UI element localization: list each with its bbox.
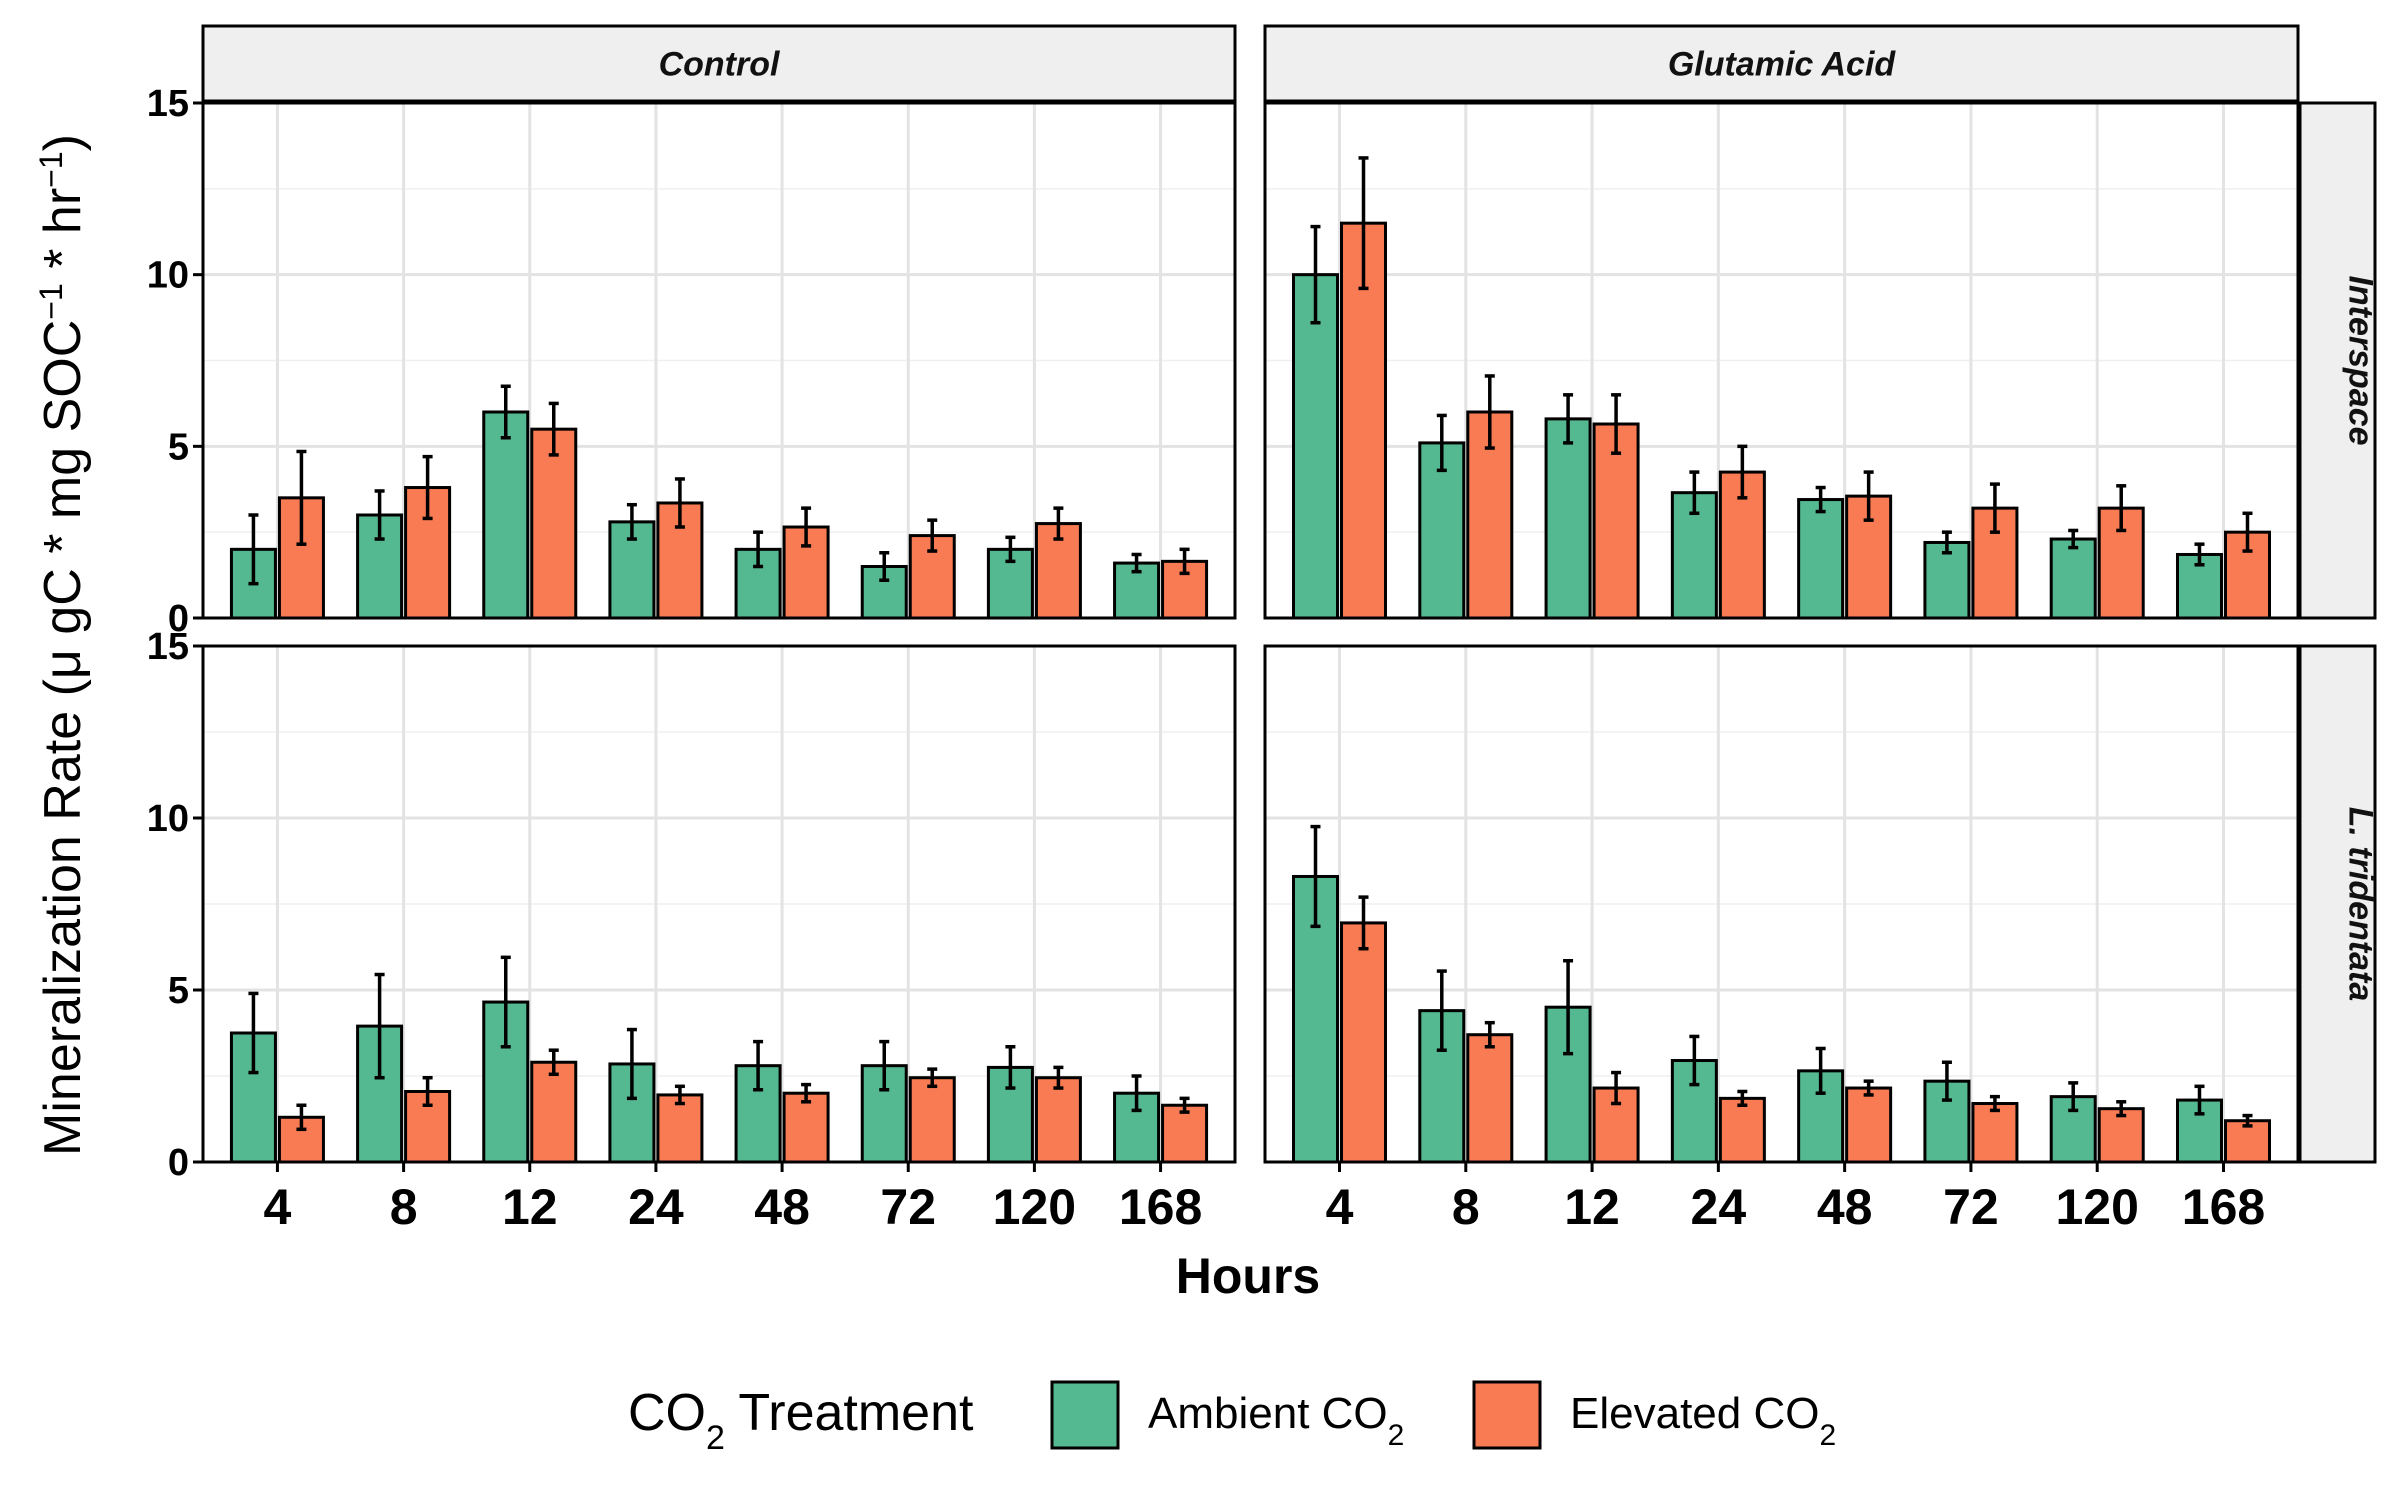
y-tick-label: 15 [147, 83, 189, 125]
y-tick-label: 0 [168, 1142, 189, 1184]
bar-ambient-12 [1544, 417, 1592, 620]
y-tick-label: 10 [147, 255, 189, 297]
bar-ambient-4 [1292, 273, 1340, 620]
bar-elevated-12 [530, 427, 578, 620]
bar-elevated-24 [1718, 1096, 1766, 1164]
x-tick-label-48: 48 [1817, 1179, 1873, 1235]
bar-elevated-120 [1034, 1076, 1082, 1164]
panels-layer [201, 101, 2300, 1164]
legend-title-pre: CO [628, 1384, 706, 1442]
bar-elevated-168 [1161, 1103, 1209, 1164]
legend-label-elevated: Elevated CO2 [1570, 1389, 1836, 1452]
x-tick-label-120: 120 [2055, 1179, 2138, 1235]
y-axis-title-sup1: −1 [33, 283, 69, 319]
strip-label-l-tridentata: L. tridentata [2342, 807, 2380, 1002]
bar-elevated-24 [656, 1093, 704, 1164]
strips-layer: Control Glutamic Acid Interspace L. trident… [201, 24, 2380, 1164]
panel-glutamic-acid-l-tridentata [1263, 644, 2300, 1164]
y-tick-label: 5 [168, 970, 189, 1012]
x-tick-label-4: 4 [264, 1179, 292, 1235]
panel-border [201, 644, 1237, 1164]
strip-control [201, 24, 1237, 103]
x-tick-label-168: 168 [2182, 1179, 2265, 1235]
y-axis-title-main: Mineralization Rate (μ gC * mg SOC [34, 320, 92, 1156]
x-tick-label-72: 72 [1943, 1179, 1999, 1235]
y-axis-title-mid: * hr [34, 188, 92, 283]
bar-ambient-12 [482, 410, 530, 620]
bar-elevated-48 [782, 1091, 830, 1164]
legend-swatch-ambient [1050, 1380, 1120, 1450]
bar-ambient-120 [2049, 537, 2097, 620]
panel-control-interspace [201, 101, 1237, 620]
legend-title: CO2 Treatment [628, 1384, 974, 1457]
panel-border [1263, 101, 2300, 620]
y-tick-label: 0 [168, 598, 189, 640]
strip-label-glutamic-acid: Glutamic Acid [1668, 46, 1897, 84]
x-tick-label-120: 120 [993, 1179, 1076, 1235]
y-tick-label: 10 [147, 798, 189, 840]
legend: CO2 Treatment Ambient CO2 Elevated CO2 [628, 1380, 1836, 1457]
strip-label-control: Control [659, 46, 781, 84]
x-tick-label-12: 12 [502, 1179, 558, 1235]
bar-elevated-48 [1845, 1086, 1893, 1164]
legend-swatch-elevated [1472, 1380, 1542, 1450]
bar-elevated-72 [1971, 1102, 2019, 1164]
bar-elevated-12 [1592, 422, 1640, 620]
panel-glutamic-acid-interspace [1263, 101, 2300, 620]
x-tick-label-24: 24 [1691, 1179, 1747, 1235]
y-axis-title-end: ) [34, 134, 92, 151]
y-axis-title-sup2: −1 [33, 151, 69, 187]
strip-l-tridentata [2298, 644, 2377, 1164]
x-axis-title: Hours [1176, 1248, 1320, 1304]
panel-border [1263, 644, 2300, 1164]
y-tick-label: 5 [168, 426, 189, 468]
legend-title-post: Treatment [725, 1384, 974, 1442]
panel-control-l-tridentata [201, 644, 1237, 1164]
bar-elevated-12 [530, 1060, 578, 1164]
x-tick-label-24: 24 [628, 1179, 684, 1235]
strip-interspace [2298, 101, 2377, 620]
legend-label-elevated-sub: 2 [1819, 1419, 1836, 1452]
bar-elevated-4 [1340, 921, 1388, 1164]
legend-label-elevated-text: Elevated CO [1570, 1389, 1819, 1438]
x-tick-label-168: 168 [1119, 1179, 1202, 1235]
y-axis-title: Mineralization Rate (μ gC * mg SOC−1 * h… [33, 134, 92, 1156]
panel-border [201, 101, 1237, 620]
x-tick-label-4: 4 [1326, 1179, 1354, 1235]
x-tick-label-12: 12 [1564, 1179, 1620, 1235]
x-tick-label-8: 8 [1452, 1179, 1480, 1235]
legend-label-ambient-text: Ambient CO [1148, 1389, 1388, 1438]
bar-elevated-168 [2223, 530, 2271, 620]
x-tick-label-8: 8 [390, 1179, 418, 1235]
bar-ambient-48 [1797, 498, 1845, 620]
strip-glutamic-acid [1263, 24, 2300, 103]
bar-elevated-8 [1466, 1033, 1514, 1164]
bar-elevated-72 [908, 1076, 956, 1164]
y-tick-label: 15 [147, 626, 189, 668]
x-tick-label-72: 72 [880, 1179, 936, 1235]
legend-title-sub: 2 [706, 1419, 725, 1457]
legend-label-ambient: Ambient CO2 [1148, 1389, 1404, 1452]
bar-elevated-4 [277, 496, 325, 620]
x-tick-label-48: 48 [754, 1179, 810, 1235]
strip-label-interspace: Interspace [2342, 275, 2380, 445]
legend-label-ambient-sub: 2 [1388, 1419, 1405, 1452]
